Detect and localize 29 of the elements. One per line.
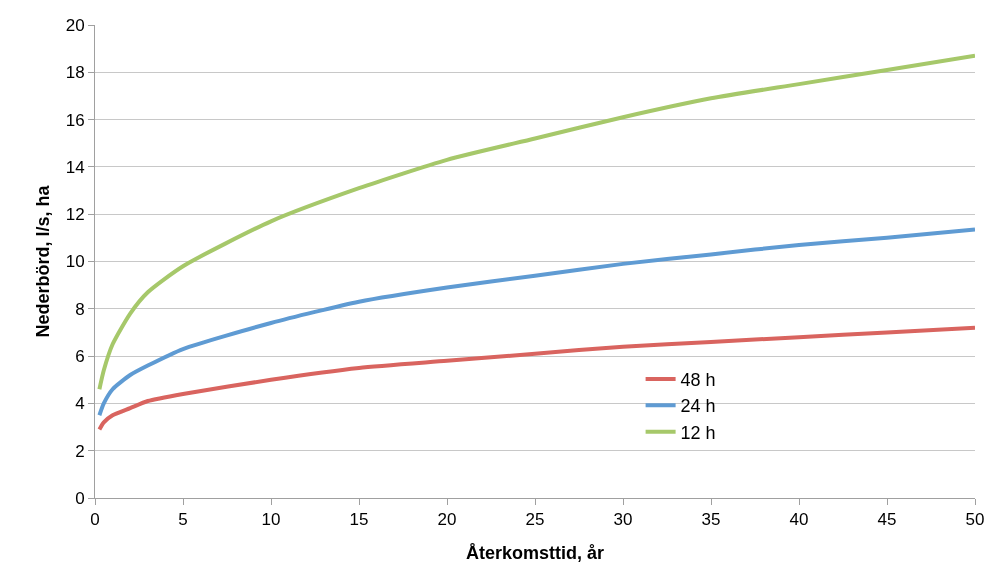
legend-label: 24 h [680,396,716,417]
y-tick-label: 0 [75,488,85,508]
x-tick-label: 45 [877,510,897,530]
x-tick-label: 15 [349,510,369,530]
y-tick-label: 6 [75,347,85,367]
x-tick-label: 20 [437,510,457,530]
y-axis-title: Nederbörd, l/s, ha [33,184,53,338]
y-tick-label: 14 [65,157,85,177]
x-tick-label: 10 [261,510,281,530]
x-tick-label: 0 [90,510,100,530]
y-tick-label: 12 [65,205,85,225]
y-tick-label: 4 [75,394,85,414]
y-tick-label: 20 [65,15,85,35]
line-series [97,227,975,418]
x-tick-label: 30 [613,510,633,530]
legend-label: 48 h [680,369,716,390]
legend-label: 12 h [680,422,716,443]
y-tick-label: 8 [75,299,85,319]
x-axis-title: Återkomsttid, år [465,543,605,563]
x-tick-label: 5 [178,510,188,530]
y-tick-label: 2 [75,441,85,461]
x-tick-label: 25 [525,510,545,530]
y-tick-label: 16 [65,110,85,130]
x-tick-label: 40 [789,510,809,530]
x-tick-label: 35 [701,510,721,530]
line-series [97,53,975,392]
x-tick-label: 50 [965,510,985,530]
y-tick-label: 10 [65,252,85,272]
y-tick-label: 18 [65,63,85,83]
